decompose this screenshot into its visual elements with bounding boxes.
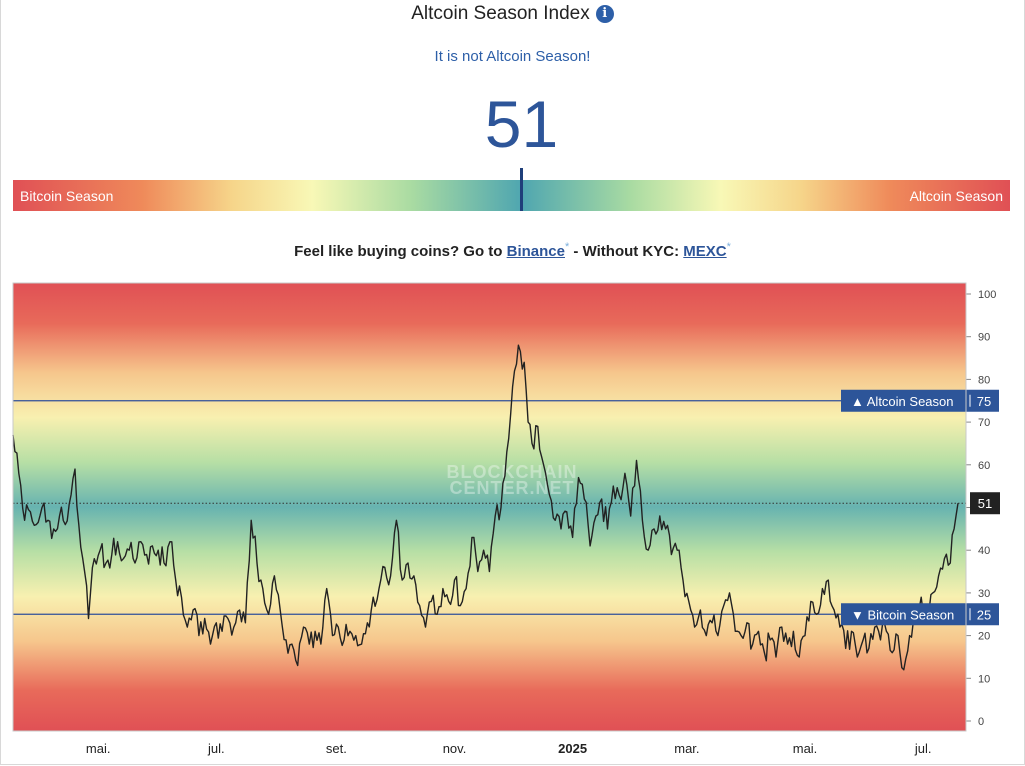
current-value-text: 51 bbox=[978, 496, 992, 511]
x-tick-label: mar. bbox=[674, 741, 699, 756]
y-tick-label: 30 bbox=[978, 588, 990, 600]
threshold-label-value: 25 bbox=[977, 607, 991, 622]
promo-text-1: Feel like buying coins? Go to bbox=[294, 243, 507, 260]
page-title: Altcoin Season Index bbox=[411, 3, 590, 24]
season-bar-marker bbox=[520, 168, 524, 211]
info-icon[interactable]: i bbox=[595, 5, 614, 23]
series-line bbox=[12, 344, 959, 671]
y-tick-label: 40 bbox=[978, 545, 990, 557]
y-tick-label: 80 bbox=[978, 374, 990, 386]
index-value: 51 bbox=[484, 87, 559, 161]
y-tick-label: 90 bbox=[978, 332, 990, 344]
watermark-line: CENTER.NET bbox=[449, 478, 574, 498]
x-tick-label: nov. bbox=[443, 741, 467, 756]
current-value-label: 51 bbox=[970, 492, 1000, 515]
promo-text-2: - Without KYC: bbox=[569, 243, 684, 260]
x-tick-label: jul. bbox=[914, 741, 932, 756]
mexc-link[interactable]: MEXC bbox=[683, 243, 727, 260]
threshold-label-text: ▲ Altcoin Season bbox=[851, 394, 953, 409]
bar-label-altcoin-season: Altcoin Season bbox=[909, 188, 1003, 204]
plot-background bbox=[13, 283, 966, 731]
x-tick-label: set. bbox=[326, 741, 347, 756]
season-gradient-bar: Bitcoin Season Altcoin Season bbox=[13, 168, 1010, 211]
promo-line: Feel like buying coins? Go to Binance* -… bbox=[0, 241, 1025, 260]
y-tick-label: 0 bbox=[978, 716, 984, 728]
threshold-label-75: ▲ Altcoin Season 75 bbox=[841, 389, 999, 412]
y-tick-label: 100 bbox=[978, 289, 996, 301]
threshold-label-box bbox=[841, 389, 999, 412]
bar-label-bitcoin-season: Bitcoin Season bbox=[20, 188, 114, 204]
season-status-text: It is not Altcoin Season! bbox=[434, 48, 591, 65]
x-tick-label: 2025 bbox=[558, 741, 587, 756]
x-tick-label: mai. bbox=[793, 741, 818, 756]
threshold-label-box bbox=[841, 603, 999, 626]
x-tick-label: jul. bbox=[207, 741, 225, 756]
binance-asterisk: * bbox=[564, 241, 570, 253]
threshold-label-text: ▼ Bitcoin Season bbox=[851, 607, 954, 622]
plot-frame bbox=[12, 282, 967, 732]
page-header: Altcoin Season Index i bbox=[0, 3, 1025, 25]
y-tick-label: 10 bbox=[978, 673, 990, 685]
y-tick-label: 20 bbox=[978, 631, 990, 643]
threshold-label-value: 75 bbox=[977, 394, 991, 409]
y-tick-label: 70 bbox=[978, 417, 990, 429]
y-tick-label: 60 bbox=[978, 460, 990, 472]
mexc-asterisk: * bbox=[726, 241, 731, 253]
threshold-label-25: ▼ Bitcoin Season 25 bbox=[841, 603, 999, 626]
x-tick-label: mai. bbox=[86, 741, 111, 756]
current-value-box bbox=[970, 492, 1000, 515]
binance-link[interactable]: Binance bbox=[506, 243, 565, 260]
